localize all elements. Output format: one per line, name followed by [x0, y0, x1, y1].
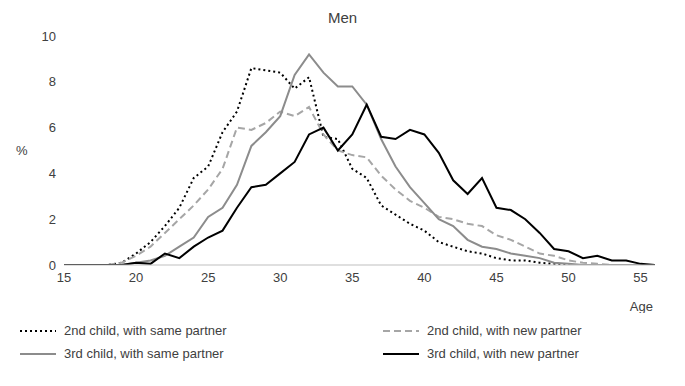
svg-text:50: 50 [561, 270, 575, 285]
svg-text:15: 15 [57, 270, 71, 285]
html-text:2nd child, with new partner: 2nd child, with new partner [427, 323, 582, 338]
svg-text:2: 2 [49, 212, 56, 227]
svg-text:40: 40 [417, 270, 431, 285]
svg-text:45: 45 [489, 270, 503, 285]
svg-text:10: 10 [42, 29, 56, 44]
svg-text:4: 4 [49, 166, 56, 181]
svg-text:25: 25 [201, 270, 215, 285]
svg-text:30: 30 [273, 270, 287, 285]
html-text:2nd child, with same partner: 2nd child, with same partner [64, 323, 227, 338]
svg-text:%: % [16, 143, 28, 158]
svg-text:35: 35 [345, 270, 359, 285]
svg-text:8: 8 [49, 74, 56, 89]
html-text:Men: Men [327, 9, 358, 26]
html-text:3rd child, with same partner: 3rd child, with same partner [64, 346, 224, 361]
svg-text:20: 20 [129, 270, 143, 285]
svg-text:Age: Age [630, 299, 653, 313]
svg-text:55: 55 [633, 270, 647, 285]
html-text:3rd child, with new partner: 3rd child, with new partner [427, 346, 579, 361]
svg-text:0: 0 [49, 258, 56, 273]
svg-text:6: 6 [49, 120, 56, 135]
